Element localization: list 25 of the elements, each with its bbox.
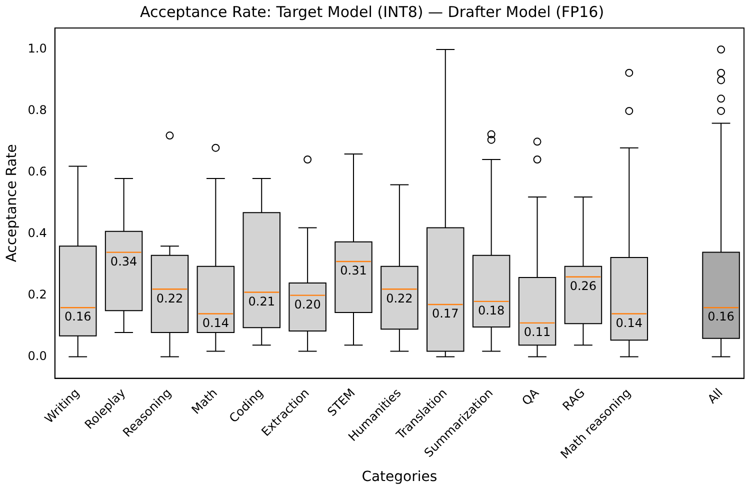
text: 0.17 xyxy=(432,306,459,321)
text: 0.21 xyxy=(248,294,275,308)
y-tick-label: 0.2 xyxy=(28,287,47,302)
text: 0.22 xyxy=(386,291,413,306)
text: 0.34 xyxy=(110,254,138,268)
text: 0.22 xyxy=(156,291,184,306)
x-tick-label: All xyxy=(704,386,726,406)
y-tick-label: 1.0 xyxy=(28,42,47,56)
text: 0.14 xyxy=(616,316,643,330)
y-axis-title: Acceptance Rate xyxy=(4,144,20,262)
y-tick-label: 0.8 xyxy=(28,103,47,118)
text: 0.16 xyxy=(708,310,734,324)
text: 0.31 xyxy=(340,264,367,278)
text: 0.18 xyxy=(478,304,505,318)
chart-title: Acceptance Rate: Target Model (INT8) — Drafter Model (FP16) xyxy=(140,2,604,21)
text: 0.14 xyxy=(202,316,230,330)
x-axis-title: Categories xyxy=(362,469,438,486)
y-tick-label: 0.0 xyxy=(28,348,47,363)
text: 0.26 xyxy=(570,278,597,293)
text: 0.20 xyxy=(294,297,321,312)
x-tick-label: QA xyxy=(519,385,542,408)
text: 0.16 xyxy=(64,310,92,324)
y-tick-label: 0.6 xyxy=(28,164,47,179)
text: 0.11 xyxy=(524,325,551,340)
y-tick-label: 0.4 xyxy=(28,226,47,240)
